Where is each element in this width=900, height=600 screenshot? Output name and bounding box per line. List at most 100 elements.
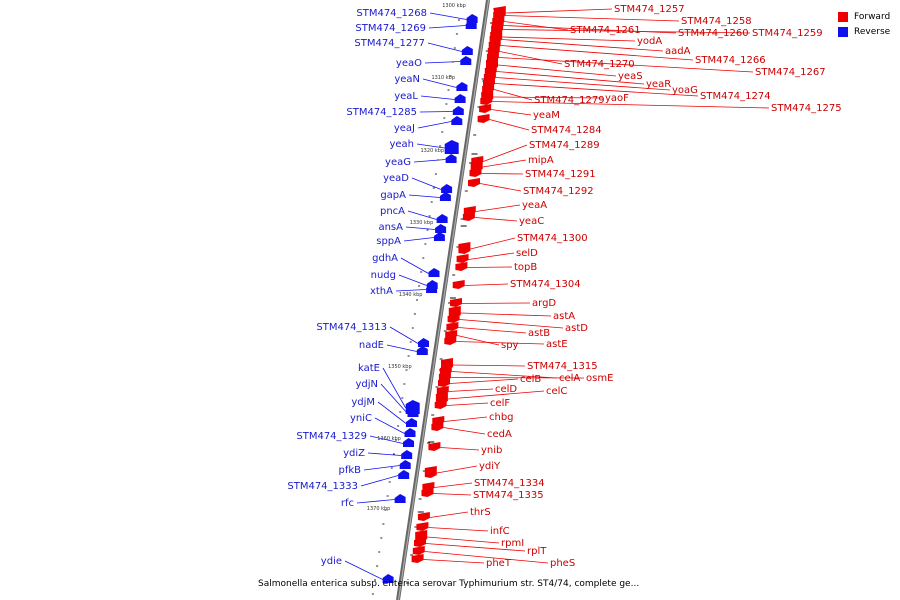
legend: Forward Reverse <box>838 9 890 39</box>
reverse-gene-feature <box>403 438 414 447</box>
forward-gene-label: STM474_1335 <box>473 490 544 501</box>
forward-gene-feature <box>446 322 459 331</box>
tick-label: 1350 kbp <box>388 364 412 370</box>
reverse-connector <box>419 111 453 113</box>
tick-label: 1330 kbp <box>410 220 434 226</box>
reverse-gene-feature <box>465 20 477 29</box>
forward-gene-label: STM474_1257 <box>614 4 685 15</box>
reverse-gene-feature <box>445 154 457 163</box>
forward-connector <box>434 482 473 488</box>
forward-gene-feature <box>438 378 450 387</box>
forward-gene-feature <box>421 488 434 497</box>
forward-connector <box>492 101 770 109</box>
reverse-connector <box>429 12 467 20</box>
forward-gene-label: ynib <box>481 445 502 456</box>
forward-connector <box>502 36 636 42</box>
forward-connector <box>424 551 549 564</box>
reverse-gene-label: sppA <box>376 236 401 247</box>
reverse-connector <box>420 95 455 100</box>
forward-connector <box>499 51 563 65</box>
gene-features <box>382 6 506 583</box>
reverse-gene-label: STM474_1333 <box>287 481 358 492</box>
reverse-connector <box>411 177 442 190</box>
forward-swatch <box>838 11 848 22</box>
reverse-gene-feature <box>404 428 416 437</box>
forward-gene-label: yaoF <box>605 93 629 104</box>
forward-gene-label: rpmI <box>501 538 524 549</box>
forward-connector <box>459 319 564 329</box>
forward-gene-label: STM474_1261 <box>570 25 641 36</box>
reverse-connector <box>403 237 434 242</box>
forward-connector <box>450 377 585 379</box>
reverse-connector <box>386 344 417 352</box>
reverse-connector <box>344 560 383 580</box>
reverse-gene-feature <box>406 418 417 427</box>
reverse-gene-feature <box>428 268 440 277</box>
forward-connector <box>497 64 617 77</box>
reverse-connector <box>407 210 437 220</box>
forward-connector <box>425 543 526 552</box>
forward-gene-label: rplT <box>527 546 547 557</box>
forward-gene-label: yeaA <box>522 200 547 211</box>
forward-gene-label: selD <box>516 248 538 259</box>
reverse-gene-label: STM474_1313 <box>316 322 387 333</box>
forward-gene-feature <box>477 114 490 123</box>
reverse-gene-feature <box>456 82 468 91</box>
forward-gene-label: STM474_1291 <box>525 169 596 180</box>
forward-connector <box>429 511 469 518</box>
forward-connector <box>500 45 694 61</box>
forward-connector <box>464 283 509 286</box>
forward-connector <box>460 312 552 317</box>
forward-connector <box>448 388 494 392</box>
forward-gene-label: pheT <box>486 558 512 569</box>
reverse-connector <box>374 417 405 434</box>
reverse-gene-label: pncA <box>380 206 405 217</box>
reverse-gene-label: STM474_1329 <box>296 431 367 442</box>
forward-connector <box>458 327 527 334</box>
forward-connector <box>474 217 518 222</box>
forward-gene-label: STM474_1304 <box>510 279 581 290</box>
forward-connector <box>504 21 569 31</box>
forward-gene-feature <box>412 546 425 555</box>
reverse-gene-feature <box>399 460 411 469</box>
forward-gene-label: STM474_1266 <box>695 55 766 66</box>
forward-connector <box>451 371 558 379</box>
reverse-gene-feature <box>441 184 453 193</box>
forward-gene-feature <box>456 254 469 263</box>
forward-gene-label: STM474_1275 <box>771 103 842 114</box>
reverse-connector <box>382 367 407 409</box>
tick-label: 1320 kbp <box>421 148 445 154</box>
forward-connector <box>457 335 500 346</box>
reverse-gene-label: nadE <box>359 340 384 351</box>
forward-gene-feature <box>479 104 492 113</box>
reverse-gene-feature <box>451 116 463 125</box>
reverse-gene-label: yeaO <box>396 58 422 69</box>
reverse-connector <box>369 435 404 444</box>
forward-gene-label: celB <box>520 374 541 385</box>
forward-gene-label: yeaC <box>519 216 544 227</box>
reverse-gene-feature <box>461 46 473 55</box>
reverse-gene-label: ansA <box>378 222 403 233</box>
reverse-connector <box>389 326 419 344</box>
tick-label: 1370 kbp <box>367 506 391 512</box>
forward-gene-label: argD <box>532 298 556 309</box>
tick-label: 1360 kbp <box>377 436 401 442</box>
forward-gene-label: STM474_1258 <box>681 16 752 27</box>
reverse-gene-label: katE <box>358 363 380 374</box>
reverse-connector <box>367 452 402 456</box>
forward-connector <box>498 57 754 73</box>
forward-connector <box>452 364 526 367</box>
reverse-gene-feature <box>436 214 448 223</box>
forward-gene-label: STM474_1267 <box>755 67 826 78</box>
reverse-connector <box>416 143 445 149</box>
forward-gene-label: STM474_1315 <box>527 361 598 372</box>
forward-connector <box>433 493 472 496</box>
reverse-gene-feature <box>454 94 466 103</box>
forward-gene-feature <box>411 554 424 563</box>
reverse-gene-label: ydjN <box>355 379 378 390</box>
forward-gene-feature <box>444 336 457 345</box>
reverse-gene-label: STM474_1277 <box>354 38 425 49</box>
reverse-gene-feature <box>439 192 451 201</box>
forward-gene-feature <box>416 522 429 531</box>
reverse-gene-feature <box>398 470 410 479</box>
